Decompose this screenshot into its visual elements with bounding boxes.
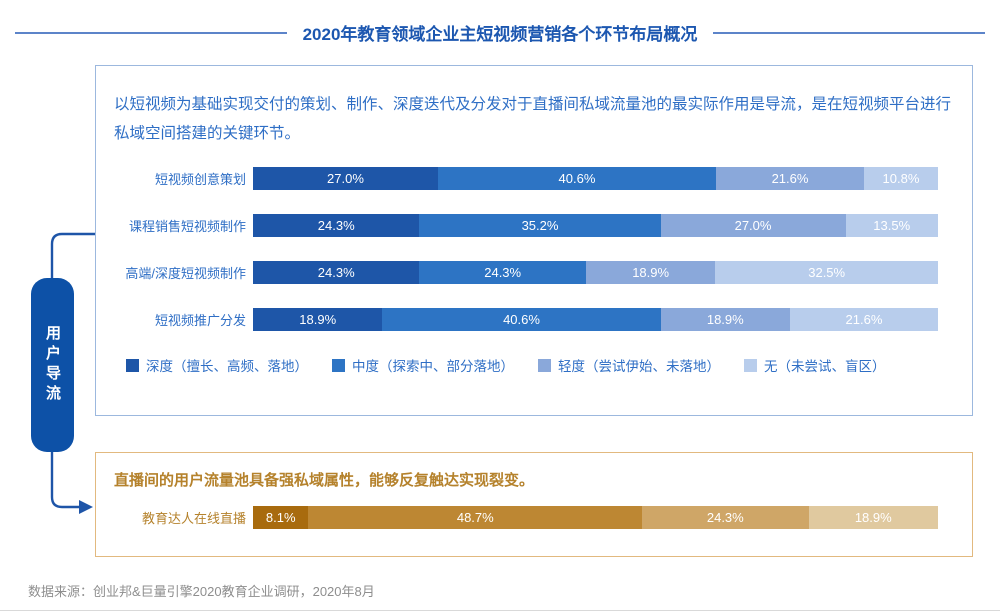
legend-label: 轻度（尝试伊始、未落地） bbox=[558, 359, 720, 375]
bar-segment: 21.6% bbox=[716, 167, 864, 191]
bar-segment: 24.3% bbox=[419, 261, 586, 285]
bar-row: 短视频推广分发 18.9% 40.6% 18.9% 21.6% bbox=[96, 308, 972, 332]
bar-segment: 21.6% bbox=[790, 308, 938, 332]
arrow-right-icon bbox=[79, 500, 93, 514]
bar-segment: 18.9% bbox=[585, 261, 716, 285]
bar-category-label: 短视频创意策划 bbox=[154, 172, 246, 188]
legend-swatch-icon bbox=[538, 358, 551, 372]
bar-segment: 10.8% bbox=[864, 167, 938, 191]
bar-segment: 18.9% bbox=[660, 308, 791, 332]
bar-segment: 32.5% bbox=[715, 261, 938, 285]
short-video-panel: 以短视频为基础实现交付的策划、制作、深度迭代及分发对于直播间私域流量池的最实际作… bbox=[95, 65, 973, 416]
bar-segment: 40.6% bbox=[437, 167, 717, 191]
title-rule-left bbox=[15, 31, 287, 34]
panel-intro-text: 以短视频为基础实现交付的策划、制作、深度迭代及分发对于直播间私域流量池的最实际作… bbox=[114, 96, 952, 142]
bar-row: 高端/深度短视频制作 24.3% 24.3% 18.9% 32.5% bbox=[96, 261, 972, 285]
bar-row: 课程销售短视频制作 24.3% 35.2% 27.0% 13.5% bbox=[96, 214, 972, 238]
bar-segment: 18.9% bbox=[253, 308, 383, 332]
flow-stage-pill: 用户导流 bbox=[31, 278, 74, 452]
legend-swatch-icon bbox=[332, 358, 345, 372]
bar-segment: 24.3% bbox=[253, 261, 420, 285]
bar-segment: 27.0% bbox=[660, 214, 846, 238]
data-source-note: 数据来源：创业邦&巨量引擎2020教育企业调研，2020年8月 bbox=[28, 584, 375, 599]
bar-segment: 40.6% bbox=[382, 308, 661, 332]
bar-track: 27.0% 40.6% 21.6% 10.8% bbox=[253, 167, 938, 191]
legend-item: 中度（探索中、部分落地） bbox=[332, 355, 514, 375]
bar-segment: 8.1% bbox=[253, 506, 309, 529]
flow-stage-label: 用户导流 bbox=[44, 325, 61, 405]
bar-category-label: 教育达人在线直播 bbox=[141, 511, 246, 526]
legend-item: 无（未尝试、盲区） bbox=[744, 355, 886, 375]
bar-track: 18.9% 40.6% 18.9% 21.6% bbox=[253, 308, 938, 332]
bar-segment: 24.3% bbox=[642, 506, 809, 529]
title-rule-right bbox=[713, 31, 986, 34]
chart-legend: 深度（擅长、高频、落地） 中度（探索中、部分落地） 轻度（尝试伊始、未落地） 无… bbox=[126, 355, 972, 375]
legend-label: 深度（擅长、高频、落地） bbox=[146, 359, 308, 375]
bar-track: 8.1% 48.7% 24.3% 18.9% bbox=[253, 506, 938, 529]
legend-item: 深度（擅长、高频、落地） bbox=[126, 355, 308, 375]
bar-segment: 48.7% bbox=[308, 506, 643, 529]
legend-label: 无（未尝试、盲区） bbox=[764, 359, 886, 375]
live-panel-heading: 直播间的用户流量池具备强私域属性，能够反复触达实现裂变。 bbox=[114, 472, 535, 489]
bar-segment: 24.3% bbox=[253, 214, 420, 238]
title-row: 2020年教育领域企业主短视频营销各个环节布局概况 bbox=[0, 20, 1000, 45]
legend-swatch-icon bbox=[126, 358, 139, 372]
live-stream-panel: 直播间的用户流量池具备强私域属性，能够反复触达实现裂变。 教育达人在线直播 8.… bbox=[95, 452, 973, 557]
bar-track: 24.3% 35.2% 27.0% 13.5% bbox=[253, 214, 938, 238]
bar-category-label: 短视频推广分发 bbox=[154, 313, 246, 329]
bar-segment: 27.0% bbox=[253, 167, 438, 191]
bar-row: 短视频创意策划 27.0% 40.6% 21.6% 10.8% bbox=[96, 167, 972, 191]
bar-segment: 13.5% bbox=[845, 214, 938, 238]
bar-category-label: 高端/深度短视频制作 bbox=[125, 266, 246, 282]
legend-swatch-icon bbox=[744, 358, 757, 372]
bar-row: 教育达人在线直播 8.1% 48.7% 24.3% 18.9% bbox=[96, 506, 972, 529]
legend-label: 中度（探索中、部分落地） bbox=[352, 359, 514, 375]
legend-item: 轻度（尝试伊始、未落地） bbox=[538, 355, 720, 375]
bar-segment: 35.2% bbox=[419, 214, 661, 238]
page-title: 2020年教育领域企业主短视频营销各个环节布局概况 bbox=[302, 25, 698, 44]
bar-track: 24.3% 24.3% 18.9% 32.5% bbox=[253, 261, 938, 285]
bar-segment: 18.9% bbox=[808, 506, 938, 529]
bar-category-label: 课程销售短视频制作 bbox=[128, 219, 246, 235]
stacked-bar-chart: 短视频创意策划 27.0% 40.6% 21.6% 10.8% 课程销售短视频制… bbox=[96, 167, 972, 332]
bottom-divider bbox=[0, 610, 1000, 611]
